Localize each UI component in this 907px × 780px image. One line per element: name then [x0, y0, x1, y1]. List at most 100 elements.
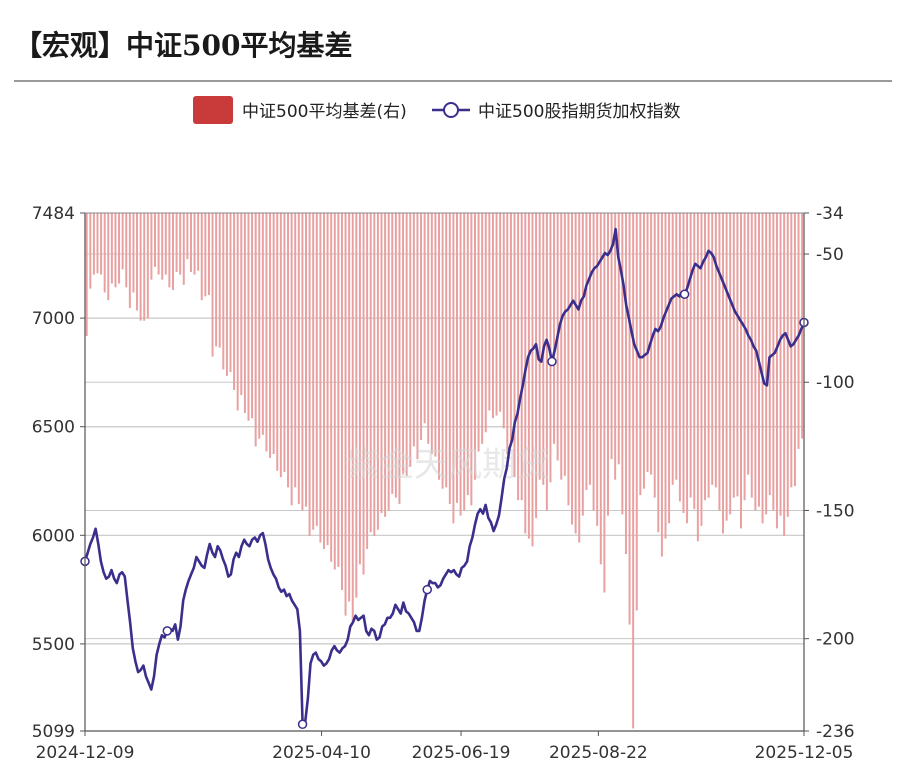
basis-bar — [664, 213, 667, 539]
basis-bar — [603, 213, 606, 593]
basis-bar — [520, 213, 523, 501]
basis-bar — [714, 213, 717, 488]
basis-bar — [110, 213, 113, 284]
index-marker — [297, 719, 308, 730]
basis-bar — [736, 213, 739, 497]
basis-bar — [420, 213, 423, 440]
page-title: 【宏观】中证500平均基差 — [14, 29, 353, 62]
basis-bar — [574, 213, 577, 534]
basis-bar — [233, 213, 236, 390]
basis-bar — [531, 213, 534, 547]
basis-bar — [143, 213, 146, 321]
basis-bar — [427, 213, 430, 444]
basis-bar — [301, 213, 304, 511]
basis-bar — [545, 213, 548, 511]
basis-bar — [204, 213, 207, 297]
basis-bar — [459, 213, 462, 516]
basis-bar — [333, 213, 336, 570]
basis-bar — [157, 213, 160, 275]
basis-bar — [398, 213, 401, 505]
basis-bar — [581, 213, 584, 516]
x-tick-label: 2025-12-05 — [755, 743, 854, 763]
basis-bar — [179, 213, 182, 275]
basis-bar — [207, 213, 210, 296]
basis-bar — [786, 213, 789, 517]
basis-bar — [197, 213, 200, 271]
basis-bar — [783, 213, 786, 537]
basis-bar — [269, 213, 272, 458]
basis-bar — [657, 213, 660, 533]
basis-bar — [164, 213, 167, 275]
basis-bar — [535, 213, 538, 519]
basis-bar — [628, 213, 631, 625]
basis-bar — [740, 213, 742, 529]
basis-bar — [128, 213, 131, 308]
basis-bar — [614, 213, 617, 480]
basis-bar — [258, 213, 261, 439]
basis-bar — [132, 213, 135, 293]
basis-bar — [125, 213, 128, 288]
basis-bar — [686, 213, 689, 524]
basis-bar — [509, 213, 512, 444]
basis-bar — [225, 213, 228, 376]
y-right-tick-label: -100 — [816, 373, 855, 393]
basis-bar — [617, 213, 620, 465]
basis-bar — [193, 213, 196, 275]
basis-bar — [678, 213, 681, 502]
basis-bar — [312, 213, 315, 530]
basis-bar — [340, 213, 343, 590]
index-marker — [422, 584, 433, 595]
basis-bar — [445, 213, 448, 488]
basis-bar — [639, 213, 642, 496]
y-left-tick-label: 7484 — [32, 204, 75, 224]
basis-bar — [495, 213, 498, 416]
index-marker — [162, 626, 172, 636]
basis-bar — [114, 213, 117, 288]
basis-bar — [355, 213, 358, 598]
basis-bar — [610, 213, 613, 460]
basis-bar — [473, 213, 476, 480]
y-left-tick-label: 5099 — [32, 722, 75, 742]
basis-bar — [596, 213, 599, 526]
basis-bar — [441, 213, 444, 489]
basis-bar — [236, 213, 239, 411]
basis-bar — [790, 213, 793, 488]
basis-bar — [139, 213, 142, 321]
basis-bar — [387, 213, 390, 511]
basis-bar — [743, 213, 746, 501]
basis-bar — [653, 213, 656, 498]
basis-bar — [186, 213, 189, 260]
basis-bar — [466, 213, 469, 496]
basis-bar — [96, 213, 99, 274]
basis-bar — [549, 213, 552, 483]
basis-bar — [700, 213, 703, 526]
basis-bar — [434, 213, 437, 457]
basis-bar — [344, 213, 347, 616]
basis-bar — [366, 213, 369, 549]
watermark: 紫金天风期货 — [346, 445, 550, 485]
basis-bar — [621, 213, 624, 515]
basis-bar — [251, 213, 254, 419]
basis-bar — [402, 213, 405, 475]
axes: 7484 7000 6500 6000 5500 5099 -34 -50 -100 -150 -2… — [32, 204, 855, 763]
basis-bar — [768, 213, 771, 496]
basis-bar — [563, 213, 566, 476]
basis-bar — [430, 213, 433, 455]
basis-bar — [362, 213, 365, 575]
basis-bar — [243, 213, 246, 414]
basis-bar — [477, 213, 480, 452]
basis-bar — [606, 213, 609, 516]
basis-bar — [384, 213, 387, 517]
title-divider — [14, 80, 892, 82]
basis-bar — [484, 213, 487, 433]
y-right-tick-label: -200 — [816, 630, 855, 650]
y-left-tick-label: 6000 — [32, 526, 75, 546]
basis-bar — [571, 213, 574, 525]
basis-bar — [624, 213, 627, 555]
legend-swatch-basis — [193, 96, 233, 124]
x-tick-label: 2025-06-19 — [412, 743, 511, 763]
basis-bar — [585, 213, 588, 490]
basis-bar — [632, 213, 635, 729]
basis-bar — [297, 213, 300, 505]
